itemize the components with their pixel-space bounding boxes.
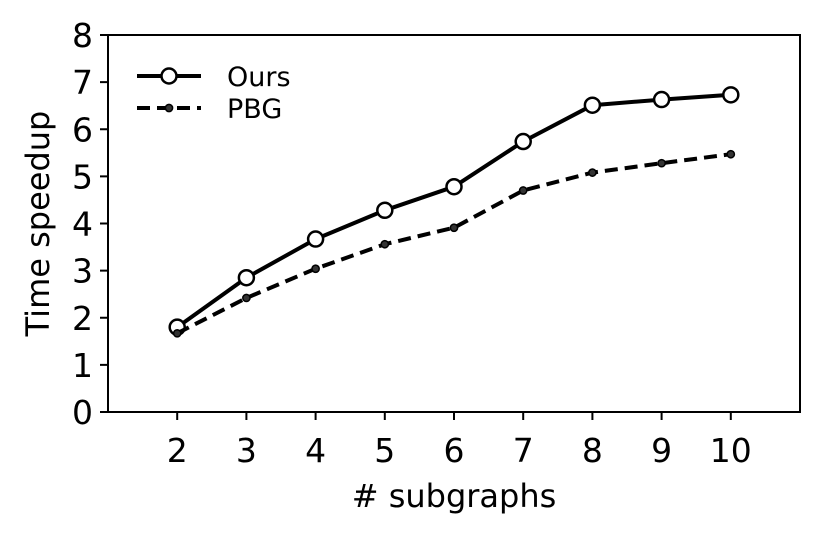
data-point-pbg (657, 158, 666, 168)
y-tick-label: 5 (72, 157, 93, 196)
data-point-pbg (449, 223, 459, 233)
legend-label-ours: Ours (227, 62, 291, 93)
x-tick-label: 3 (236, 431, 257, 470)
y-tick-label: 1 (72, 346, 93, 385)
y-axis-title: Time speedup (19, 111, 57, 338)
data-point-pbg (172, 328, 182, 338)
y-axis-ticks: 0 1 2 3 4 5 6 7 8 (72, 16, 108, 432)
data-point-ours (583, 96, 602, 114)
y-tick-label: 6 (72, 110, 93, 149)
x-tick-label: 6 (444, 431, 465, 470)
data-point-pbg (726, 149, 736, 159)
x-tick-label: 7 (513, 431, 534, 470)
data-point-pbg (311, 264, 320, 274)
series-line-pbg (176, 152, 732, 336)
plot-frame (107, 34, 801, 413)
x-tick-label: 8 (582, 431, 603, 470)
data-point-ours (514, 132, 532, 151)
y-tick-label: 2 (72, 299, 93, 338)
y-tick-label: 8 (72, 16, 93, 55)
data-point-ours (722, 86, 740, 104)
x-tick-label: 10 (710, 431, 752, 470)
legend-label-pbg: PBG (227, 94, 282, 125)
y-tick-label: 3 (72, 252, 93, 291)
data-point-ours (376, 201, 394, 220)
y-tick-label: 4 (72, 205, 93, 244)
y-tick-label: 0 (72, 393, 93, 432)
data-point-pbg (518, 186, 528, 195)
x-axis-title: # subgraphs (352, 477, 557, 515)
data-point-ours (306, 230, 325, 248)
y-tick-label: 7 (72, 63, 93, 102)
x-tick-label: 4 (305, 431, 326, 470)
legend-item-pbg: PBG (137, 94, 282, 125)
x-tick-label: 2 (167, 431, 188, 470)
legend: Ours PBG (137, 62, 291, 125)
legend-marker-pbg (164, 103, 174, 113)
x-tick-label: 5 (374, 431, 395, 470)
data-point-ours (237, 268, 256, 287)
x-tick-label: 9 (651, 431, 672, 470)
data-point-ours (445, 177, 463, 196)
data-point-pbg (380, 239, 390, 249)
x-axis-ticks: 2 3 4 5 6 7 8 9 10 (167, 412, 752, 470)
series-layer (168, 86, 740, 338)
data-point-pbg (588, 168, 597, 177)
legend-item-ours: Ours (137, 62, 291, 93)
data-point-ours (652, 90, 671, 109)
legend-marker-ours (160, 67, 178, 85)
data-point-pbg (242, 293, 251, 303)
